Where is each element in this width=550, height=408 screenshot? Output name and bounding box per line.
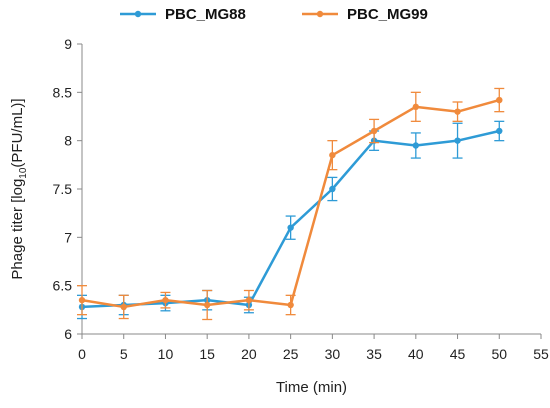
data-point: [496, 127, 503, 135]
y-tick-label: 8: [64, 133, 72, 149]
x-tick-label: 25: [283, 346, 299, 362]
y-axis-title: Phage titer [log10(PFU/mL)]: [9, 98, 29, 279]
data-point: [454, 108, 461, 115]
data-point: [245, 296, 253, 304]
plot-area: [77, 87, 505, 321]
data-point: [78, 296, 86, 304]
y-axis-title-prefix: Phage titer [log: [9, 179, 26, 280]
data-point: [329, 185, 336, 193]
y-tick-label: 7.5: [53, 181, 73, 197]
data-point: [496, 96, 503, 104]
y-axis-ticks: 6 6.5 7 7.5 8 8.5 9: [53, 36, 82, 342]
y-tick-label: 7: [64, 229, 72, 245]
y-tick-label: 6: [64, 326, 72, 342]
data-point: [454, 137, 461, 144]
legend-item: PBC_MG99: [302, 6, 428, 23]
x-tick-label: 45: [450, 346, 466, 362]
legend-marker: [134, 10, 142, 18]
x-tick-label: 55: [533, 346, 549, 362]
data-point: [120, 303, 127, 311]
x-tick-label: 10: [158, 346, 174, 362]
legend-marker: [316, 10, 324, 18]
x-tick-label: 20: [241, 346, 257, 362]
legend-label: PBC_MG99: [347, 6, 428, 23]
x-axis-ticks: 0 5 10 15 20 25 30 35 40 45 50 55: [78, 334, 549, 362]
x-tick-label: 0: [78, 346, 86, 362]
x-tick-label: 35: [366, 346, 382, 362]
x-axis-title: Time (min): [276, 379, 347, 396]
x-tick-label: 40: [408, 346, 424, 362]
x-tick-label: 5: [120, 346, 128, 362]
legend-item: PBC_MG88: [120, 6, 246, 23]
data-point: [329, 151, 336, 159]
legend-label: PBC_MG88: [165, 6, 246, 23]
x-tick-label: 50: [491, 346, 507, 362]
data-point: [412, 103, 420, 111]
axes: 0 5 10 15 20 25 30 35 40 45 50 55 6 6.5 7 7.5 8 8.5 9: [53, 36, 549, 362]
data-point: [287, 224, 294, 231]
legend: PBC_MG88 PBC_MG99: [120, 6, 428, 23]
x-tick-label: 30: [325, 346, 341, 362]
data-point: [287, 301, 294, 309]
series-PBC_MG88: [77, 120, 505, 320]
y-tick-label: 6.5: [53, 278, 73, 294]
y-axis-title-suffix: (PFU/mL)]: [9, 98, 26, 167]
series-line: [81, 98, 500, 309]
data-point: [370, 127, 378, 135]
x-tick-label: 15: [199, 346, 215, 362]
data-point: [162, 296, 169, 304]
data-point: [203, 301, 211, 309]
y-tick-label: 9: [64, 36, 72, 52]
y-tick-label: 8.5: [53, 84, 73, 100]
series-PBC_MG99: [77, 87, 505, 321]
data-point: [412, 142, 420, 149]
y-axis-title-subscript: 10: [18, 167, 29, 179]
